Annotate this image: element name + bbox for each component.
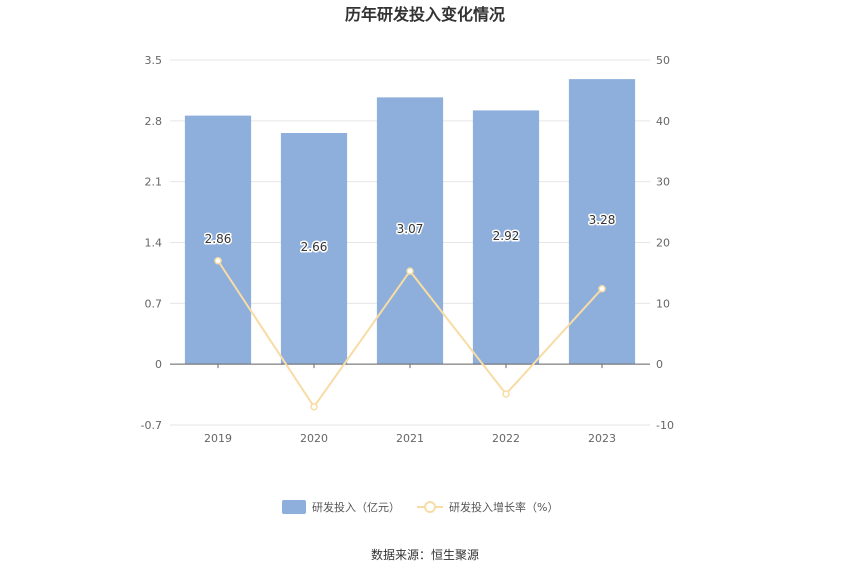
bar-value-label: 2.92 bbox=[493, 229, 520, 243]
bar-value-label: 2.66 bbox=[301, 240, 328, 254]
y-left-tick-label: 2.8 bbox=[145, 115, 163, 128]
data-source: 数据来源：恒生聚源 bbox=[371, 547, 479, 562]
y-axis-left: 3.5 2.8 2.1 1.4 0.7 0 -0.7 bbox=[141, 54, 162, 432]
chart-title: 历年研发投入变化情况 bbox=[345, 5, 505, 24]
y-right-tick-label: 50 bbox=[656, 54, 670, 67]
y-right-tick-label: 0 bbox=[656, 358, 663, 371]
y-left-tick-label: 1.4 bbox=[145, 237, 163, 250]
bar-series bbox=[184, 79, 636, 365]
y-right-tick-label: 40 bbox=[656, 115, 670, 128]
line-point-2023 bbox=[598, 284, 606, 293]
legend-bar-swatch bbox=[282, 500, 306, 514]
line-point-2022 bbox=[502, 390, 510, 398]
y-right-tick-label: 20 bbox=[656, 237, 670, 250]
x-tick-label: 2020 bbox=[300, 432, 328, 445]
legend-line-label: 研发投入增长率（%） bbox=[449, 500, 558, 514]
y-left-tick-label: 0 bbox=[155, 358, 162, 371]
bar-2020 bbox=[280, 133, 348, 365]
legend-line-marker bbox=[424, 501, 436, 513]
y-left-tick-label: 2.1 bbox=[145, 176, 163, 189]
y-left-tick-label: 3.5 bbox=[145, 54, 163, 67]
bar-value-label: 2.86 bbox=[205, 232, 232, 246]
x-axis: 2019 2020 2021 2022 2023 bbox=[170, 363, 650, 445]
x-tick-label: 2023 bbox=[588, 432, 616, 445]
y-left-tick-label: 0.7 bbox=[145, 297, 163, 310]
bar-value-label: 3.07 bbox=[397, 222, 424, 236]
x-tick-label: 2019 bbox=[204, 432, 232, 445]
line-series bbox=[214, 257, 606, 411]
legend: 研发投入（亿元） 研发投入增长率（%） bbox=[282, 500, 558, 514]
line-point-2020 bbox=[310, 403, 318, 411]
y-left-tick-label: -0.7 bbox=[141, 419, 162, 432]
bar-2021 bbox=[376, 97, 444, 365]
bar-data-labels: 2.86 2.66 3.07 2.92 3.28 bbox=[203, 212, 617, 256]
line-point-2019 bbox=[214, 257, 222, 265]
line-point-2021 bbox=[406, 267, 414, 275]
legend-bar-label: 研发投入（亿元） bbox=[312, 500, 400, 514]
bar-value-label: 3.28 bbox=[589, 213, 616, 227]
y-right-tick-label: 30 bbox=[656, 176, 670, 189]
y-right-tick-label: 10 bbox=[656, 297, 670, 310]
x-tick-label: 2022 bbox=[492, 432, 520, 445]
x-tick-label: 2021 bbox=[396, 432, 424, 445]
y-right-tick-label: -10 bbox=[656, 419, 674, 432]
bar-2023 bbox=[568, 79, 636, 365]
y-axis-right: 50 40 30 20 10 0 -10 bbox=[656, 54, 674, 432]
bar-2022 bbox=[472, 110, 540, 365]
bar-2019 bbox=[184, 115, 252, 365]
